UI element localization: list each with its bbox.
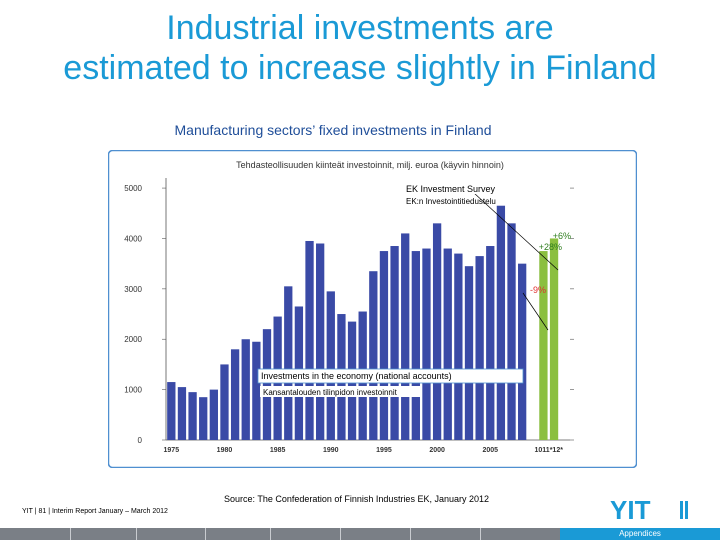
y-tick-label: 4000 (124, 234, 142, 243)
decline-label: -9% (530, 285, 546, 295)
chart-subtitle: Manufacturing sectors’ fixed investments… (174, 122, 492, 138)
bar-actual (518, 263, 527, 440)
x-tick-label: 2000 (429, 447, 445, 454)
strip-divider (205, 528, 206, 540)
x-tick-label: 1985 (270, 447, 286, 454)
source-note: Source: The Confederation of Finnish Ind… (224, 494, 489, 504)
y-axis: 0 1000 2000 3000 4000 5000 (124, 178, 574, 445)
annotations: EK Investment Survey EK:n Investointitie… (257, 183, 571, 397)
bar-actual (220, 364, 229, 440)
strip-divider (340, 528, 341, 540)
strip-divider (136, 528, 137, 540)
bar-forecast (539, 251, 548, 440)
national-pointer-line (522, 292, 549, 331)
svg-text:YIT: YIT (610, 497, 651, 523)
bar-actual (390, 246, 399, 440)
bar-actual (369, 271, 378, 440)
bar-actual (411, 251, 420, 440)
y-tick-label: 3000 (124, 285, 142, 294)
bar-actual (486, 246, 495, 440)
bar-actual (475, 256, 484, 440)
strip-divider (480, 528, 481, 540)
yit-logo: YIT (610, 497, 688, 523)
x-tick-label: 1975 (164, 447, 180, 454)
bar-actual (464, 266, 474, 440)
x-tick-label: 1990 (323, 447, 339, 454)
bar-actual (443, 248, 452, 440)
y-tick-label: 2000 (124, 335, 142, 344)
survey-label-fi: EK:n Investointitiedustelu (406, 197, 496, 206)
bar-actual (188, 392, 197, 440)
slide-title: Industrial investments are estimated to … (0, 8, 720, 88)
national-label-box (257, 368, 524, 384)
bar-actual (379, 251, 389, 440)
bar-forecast (549, 238, 559, 440)
x-tick-label: 1011*12* (535, 447, 564, 454)
growth-label-2: +28% (539, 242, 562, 252)
y-tick-label: 5000 (124, 184, 142, 193)
slide-title-line1: Industrial investments are (166, 9, 554, 47)
bar-actual (262, 329, 272, 440)
growth-label-1: +6% (553, 231, 571, 241)
strip-divider (270, 528, 271, 540)
bar-actual (284, 286, 293, 440)
bar-actual (326, 291, 335, 440)
bar-actual (241, 339, 250, 440)
bar-actual (199, 397, 208, 440)
bar-actual (177, 387, 187, 440)
slide-title-line2: estimated to increase slightly in Finlan… (63, 49, 657, 87)
strip-divider (70, 528, 71, 540)
national-label-fi: Kansantalouden tilinpidon investoinnit (263, 388, 398, 397)
chart-inner-title: Tehdasteollisuuden kiinteät investoinnit… (236, 160, 504, 170)
x-tick-label: 2005 (482, 447, 498, 454)
bar-actual (209, 389, 218, 440)
bar-actual (432, 223, 442, 440)
bar-actual (252, 341, 261, 440)
appendices-tab[interactable]: Appendices (560, 528, 720, 540)
bar-actual (496, 205, 506, 440)
survey-pointer-line (473, 192, 559, 271)
survey-label-en: EK Investment Survey (406, 184, 496, 194)
bottom-strip (0, 528, 720, 540)
bar-actual (401, 233, 410, 440)
bar-actual (422, 248, 431, 440)
bar-actual (230, 349, 240, 440)
bar-actual (454, 253, 463, 440)
national-label-fi-box (260, 386, 420, 397)
bars (167, 205, 559, 440)
bar-actual (167, 382, 176, 440)
bar-actual (507, 223, 516, 440)
bar-actual (305, 240, 314, 440)
y-tick-label: 0 (138, 436, 143, 445)
investment-chart: Tehdasteollisuuden kiinteät investoinnit… (108, 150, 637, 468)
x-tick-label: 1980 (217, 447, 233, 454)
bar-actual (316, 243, 325, 440)
survey-label-box (404, 183, 514, 194)
national-label-en: Investments in the economy (national acc… (261, 371, 452, 381)
y-tick-label: 1000 (124, 386, 142, 395)
x-tick-label: 1995 (376, 447, 392, 454)
footer-text: YIT | 81 | Interim Report January – Marc… (22, 508, 168, 515)
strip-divider (410, 528, 411, 540)
